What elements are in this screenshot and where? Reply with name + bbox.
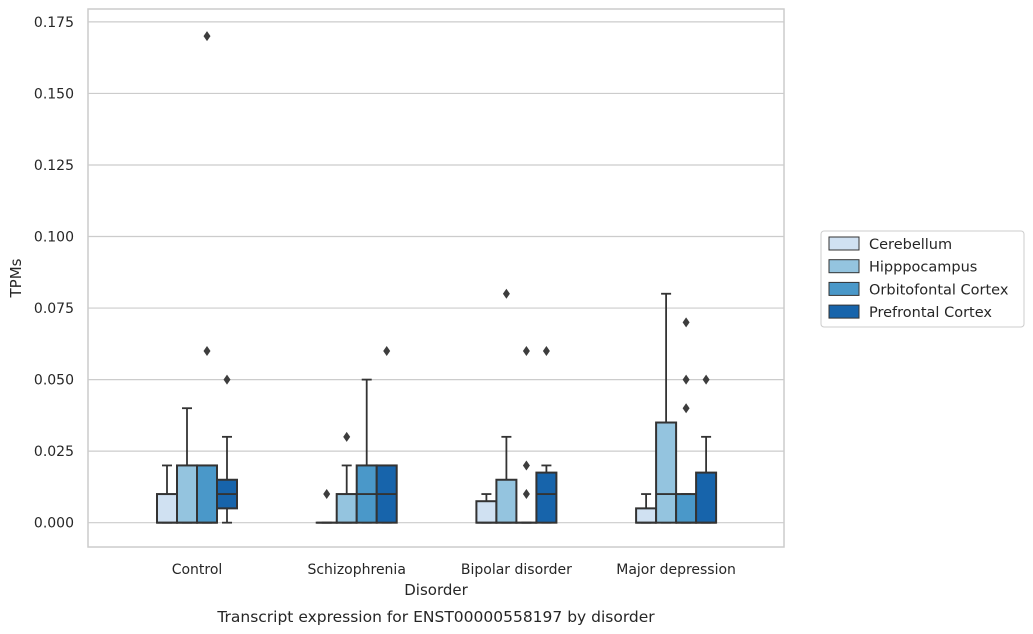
outlier-point [522, 489, 530, 500]
box-4-3 [675, 317, 698, 524]
y-tick-label: 0.100 [34, 230, 74, 246]
outlier-point [383, 345, 391, 356]
box-body [335, 493, 358, 524]
box-3-4 [535, 345, 558, 524]
y-tick-label: 0.075 [34, 301, 74, 317]
legend-swatch [828, 281, 860, 296]
outlier-point [682, 374, 690, 385]
outlier-point [502, 288, 510, 299]
box-1-4 [216, 374, 238, 524]
y-tick-label: 0.175 [34, 15, 74, 31]
outlier-point [203, 345, 211, 356]
legend-label: Orbitofontal Cortex [869, 282, 1009, 298]
outlier-point [343, 431, 351, 442]
outlier-point [542, 345, 550, 356]
x-tick-label: Major depression [616, 562, 736, 578]
y-tick-label: 0.025 [34, 444, 74, 460]
box-4-1 [635, 493, 658, 524]
box-4-2 [655, 292, 678, 524]
box-1-1 [156, 464, 178, 524]
box-body [695, 471, 718, 524]
legend-swatch [828, 304, 860, 319]
box-body [475, 500, 498, 524]
box-2-4 [375, 345, 398, 524]
outlier-point [223, 374, 231, 385]
box-body [176, 464, 198, 524]
box-1-3 [196, 31, 218, 524]
outlier-point [323, 489, 331, 500]
box-body [655, 421, 678, 524]
x-axis-ticks: Control Schizophrenia Bipolar disorder Majo… [172, 562, 736, 578]
legend: Cerebellum Hipppocampus Orbitofontal Corte… [820, 230, 1025, 328]
outlier-point [682, 317, 690, 328]
gridlines [88, 21, 784, 524]
y-tick-label: 0.125 [34, 158, 74, 174]
outlier-point [682, 403, 690, 414]
outlier-point [522, 460, 530, 471]
x-tick-label: Bipolar disorder [461, 562, 572, 578]
outlier-point [203, 31, 211, 42]
y-tick-label: 0.000 [34, 516, 74, 532]
box-groups [156, 31, 718, 524]
box-body [675, 493, 698, 524]
plot-frame [87, 8, 785, 548]
legend-swatch [828, 236, 860, 251]
y-axis-ticks: 0.000 0.025 0.050 0.075 0.100 0.125 0.150 0.175 [34, 15, 74, 532]
legend-frame [820, 230, 1025, 328]
y-tick-label: 0.150 [34, 86, 74, 102]
box-body [156, 493, 178, 524]
x-tick-label: Schizophrenia [307, 562, 405, 578]
legend-label: Prefrontal Cortex [869, 305, 992, 321]
chart-caption: Transcript expression for ENST0000055819… [216, 608, 655, 626]
y-tick-label: 0.050 [34, 373, 74, 389]
outlier-point [702, 374, 710, 385]
y-axis-label: TPMs [7, 258, 25, 298]
legend-items: Cerebellum Hipppocampus Orbitofontal Corte… [828, 236, 1009, 321]
x-tick-label: Control [172, 562, 223, 578]
box-2-2 [335, 431, 358, 524]
box-1-2 [176, 407, 198, 524]
legend-label: Cerebellum [869, 237, 952, 253]
x-axis-label: Disorder [404, 581, 468, 599]
box-body [196, 464, 218, 524]
box-3-2 [495, 288, 518, 524]
box-3-1 [475, 493, 498, 524]
box-body [635, 507, 658, 524]
box-2-1 [315, 489, 338, 524]
legend-swatch [828, 259, 860, 274]
outlier-point [522, 345, 530, 356]
legend-label: Hipppocampus [869, 260, 977, 276]
box-3-3 [515, 345, 538, 524]
box-4-4 [695, 374, 718, 524]
box-body [495, 478, 518, 524]
box-body [535, 471, 558, 524]
